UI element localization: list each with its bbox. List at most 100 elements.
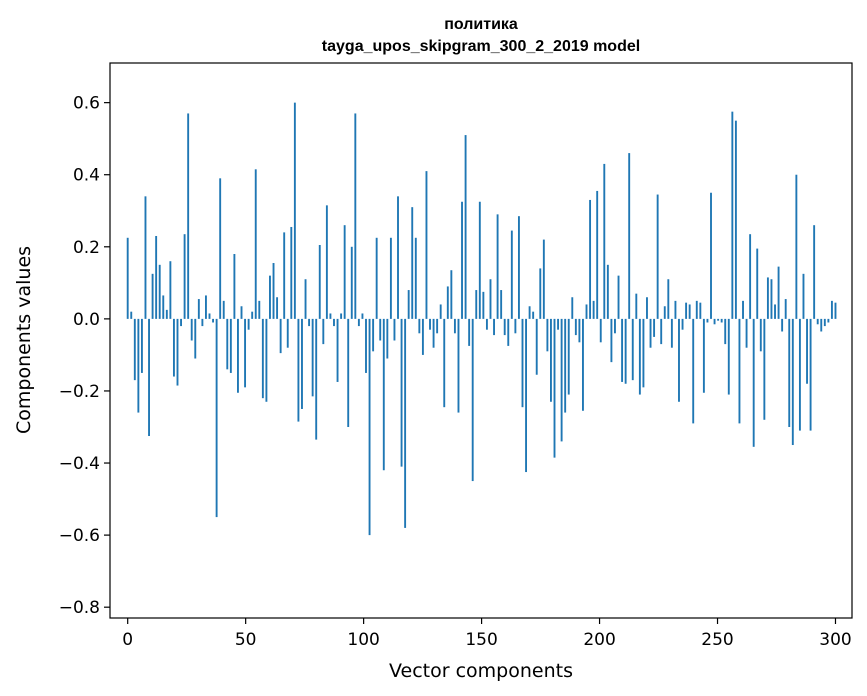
bar-63 — [350, 246, 353, 319]
bar-176 — [752, 318, 755, 447]
y-tick-label-1: −0.6 — [59, 526, 100, 546]
bar-26 — [219, 178, 222, 319]
bar-54 — [318, 245, 321, 319]
y-tick-label-3: −0.2 — [59, 382, 100, 402]
bar-150 — [660, 318, 663, 345]
bar-44 — [283, 232, 286, 319]
bar-130 — [589, 199, 592, 319]
bar-113 — [528, 306, 531, 319]
bar-185 — [784, 299, 787, 319]
bar-125 — [571, 297, 574, 319]
bar-32 — [240, 306, 243, 319]
bar-169 — [727, 318, 730, 395]
bar-110 — [517, 216, 520, 319]
bar-76 — [397, 196, 399, 319]
bar-4 — [140, 318, 143, 373]
bar-106 — [503, 318, 506, 336]
bar-167 — [720, 318, 723, 323]
bar-80 — [411, 207, 414, 319]
x-tick-label-4: 200 — [583, 630, 615, 650]
bar-10 — [162, 295, 165, 319]
bar-122 — [560, 318, 563, 442]
bar-123 — [564, 318, 567, 413]
bar-119 — [550, 318, 552, 402]
bar-194 — [816, 318, 819, 325]
bar-174 — [745, 318, 748, 348]
bar-135 — [606, 264, 609, 319]
bar-158 — [688, 304, 691, 319]
bars-group — [126, 102, 837, 536]
bar-64 — [354, 113, 357, 319]
bar-30 — [233, 254, 236, 319]
bar-182 — [774, 304, 776, 319]
bar-0 — [126, 237, 129, 319]
x-tick-label-1: 50 — [235, 630, 257, 650]
bar-33 — [244, 318, 247, 388]
bar-162 — [702, 318, 705, 393]
bar-51 — [308, 318, 311, 327]
bar-14 — [176, 318, 179, 386]
bar-84 — [425, 171, 428, 319]
bar-172 — [738, 318, 741, 424]
bar-46 — [290, 226, 293, 319]
bar-82 — [418, 318, 421, 334]
x-tick-label-0: 0 — [122, 630, 133, 650]
bar-18 — [190, 318, 193, 341]
bar-88 — [439, 304, 442, 319]
bar-19 — [194, 318, 197, 359]
bar-57 — [329, 313, 332, 319]
bar-155 — [678, 318, 680, 402]
bar-196 — [823, 318, 826, 327]
bar-74 — [389, 237, 392, 319]
bar-191 — [806, 318, 808, 384]
bar-116 — [539, 268, 542, 319]
bar-15 — [180, 318, 182, 327]
x-axis: 0 50 100 150 200 250 300 — [122, 618, 852, 650]
bar-98 — [475, 290, 478, 319]
bar-149 — [656, 194, 659, 319]
bar-153 — [670, 318, 673, 348]
bar-69 — [372, 318, 375, 352]
bar-177 — [756, 248, 759, 319]
bar-2 — [133, 318, 136, 381]
bar-101 — [485, 318, 488, 330]
bar-67 — [365, 318, 367, 373]
bar-147 — [649, 318, 652, 348]
bar-94 — [461, 201, 463, 319]
bar-121 — [557, 318, 560, 330]
y-axis-label: Components values — [13, 246, 35, 434]
bar-87 — [436, 318, 439, 334]
bar-96 — [468, 318, 471, 346]
bar-168 — [724, 318, 727, 345]
x-tick-label-2: 100 — [347, 630, 379, 650]
bar-137 — [614, 318, 616, 334]
bar-62 — [347, 318, 350, 427]
bar-35 — [251, 311, 254, 319]
y-tick-label-5: 0.2 — [73, 238, 100, 258]
bar-59 — [336, 318, 339, 382]
bar-175 — [749, 234, 752, 319]
bar-199 — [834, 302, 837, 319]
bar-164 — [710, 192, 712, 319]
bar-49 — [301, 318, 303, 409]
bar-171 — [734, 120, 737, 319]
bar-17 — [187, 113, 190, 319]
bar-58 — [333, 318, 335, 327]
bar-38 — [261, 318, 264, 399]
bar-195 — [820, 318, 823, 332]
bar-186 — [788, 318, 791, 427]
bar-197 — [827, 318, 830, 323]
bar-132 — [596, 190, 599, 319]
bar-160 — [695, 300, 698, 319]
bar-21 — [201, 318, 204, 327]
bar-190 — [802, 273, 805, 319]
bar-45 — [286, 318, 289, 348]
bar-114 — [532, 311, 535, 319]
bar-52 — [311, 318, 314, 397]
bar-3 — [137, 318, 140, 413]
bar-184 — [781, 318, 784, 332]
bar-152 — [667, 279, 670, 319]
bar-95 — [464, 135, 467, 319]
